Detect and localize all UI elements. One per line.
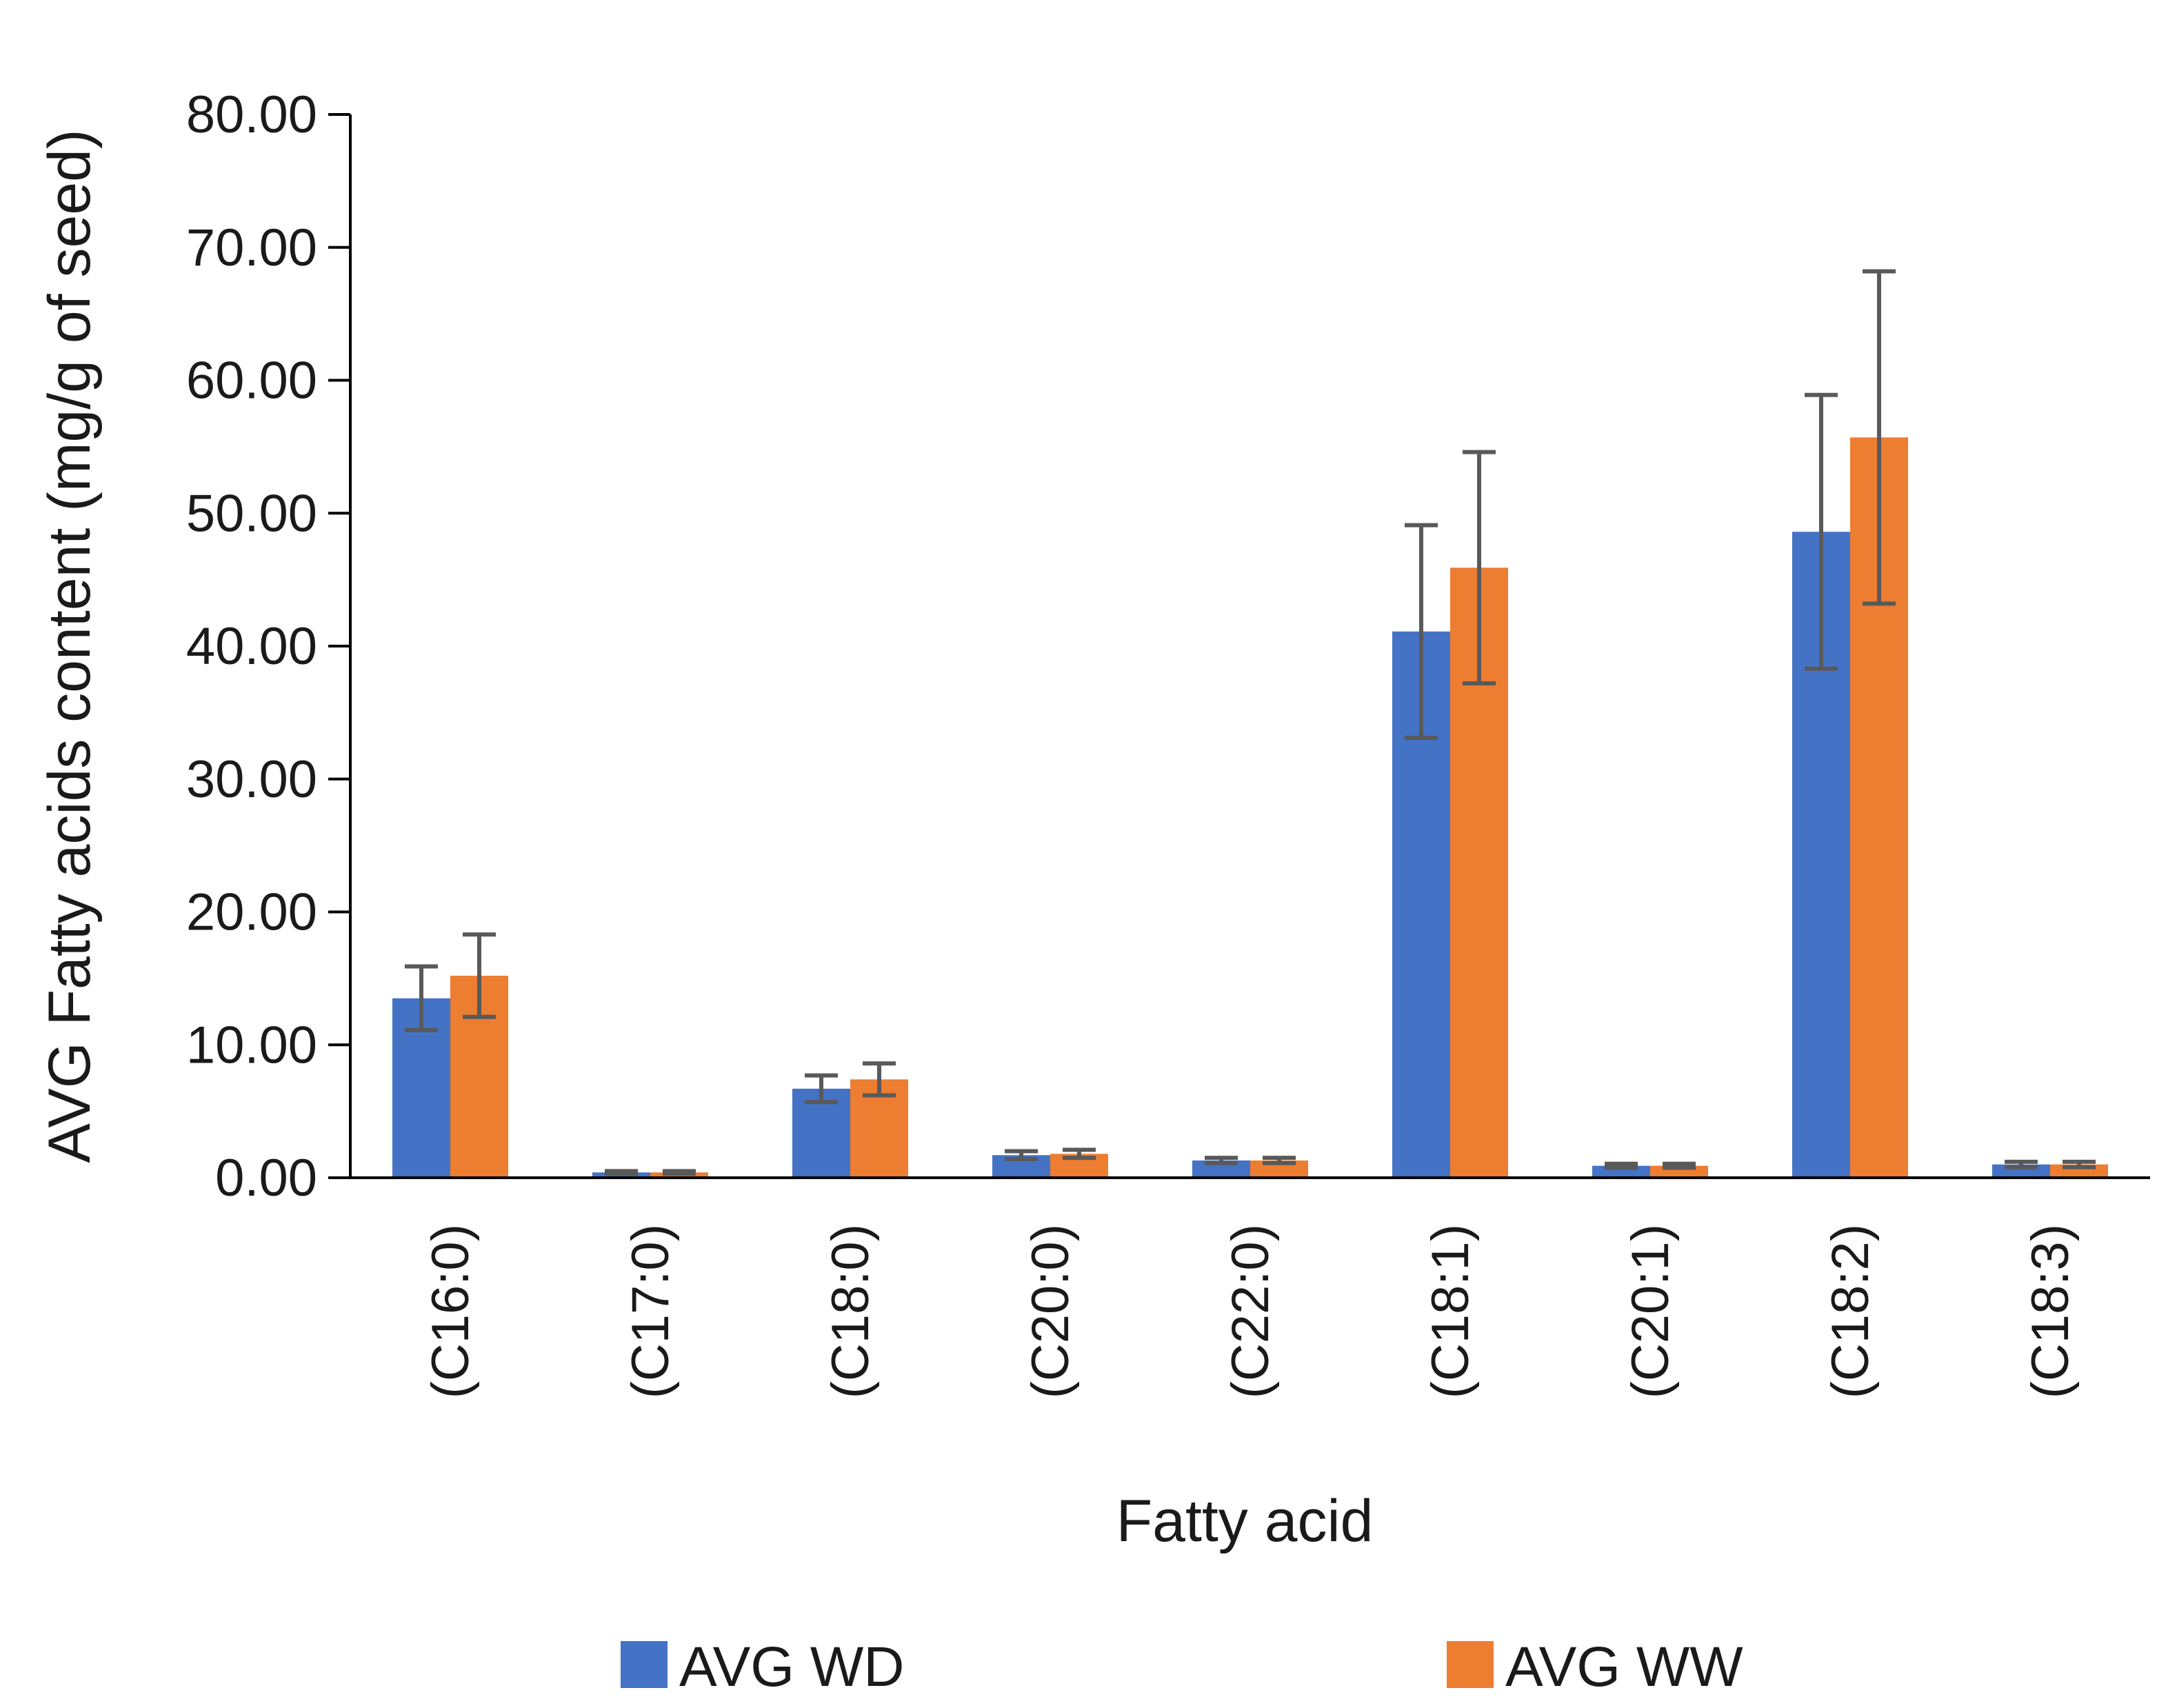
error-bar <box>1663 1161 1696 1170</box>
y-tick-label: 0.00 <box>215 1149 317 1207</box>
error-bar <box>1805 392 1838 671</box>
error-bar <box>1005 1149 1038 1162</box>
legend-item: AVG WW <box>1447 1636 1743 1698</box>
error-bar <box>1063 1147 1096 1161</box>
legend-label: AVG WD <box>679 1636 904 1698</box>
error-bars <box>405 269 2096 1176</box>
error-bar <box>2063 1159 2096 1169</box>
error-bar <box>663 1169 696 1176</box>
error-bar <box>2005 1159 2038 1169</box>
y-tick-label: 80.00 <box>186 86 317 144</box>
error-bar <box>1463 450 1496 685</box>
x-category-label: (C17:0) <box>621 1224 680 1398</box>
error-bar <box>1263 1156 1296 1165</box>
x-category-label: (C22:0) <box>1221 1224 1280 1398</box>
y-tick-label: 60.00 <box>186 352 317 410</box>
y-axis-title: AVG Fatty acids content (mg/g of seed) <box>37 129 103 1163</box>
legend-item: AVG WD <box>621 1636 904 1698</box>
bars <box>392 437 2108 1178</box>
x-axis-category-labels: (C16:0) (C17:0) (C18:0) (C20:0) (C22:0) (C18:… <box>421 1224 2080 1398</box>
x-category-label: (C16:0) <box>421 1224 480 1398</box>
legend-label: AVG WW <box>1505 1636 1743 1698</box>
legend: AVG WD AVG WW <box>621 1636 1743 1698</box>
legend-swatch <box>621 1641 668 1688</box>
error-bar <box>805 1073 838 1105</box>
error-bar <box>1863 269 1896 606</box>
legend-swatch <box>1447 1641 1494 1688</box>
y-tick-label: 40.00 <box>186 617 317 676</box>
x-category-label: (C18:3) <box>2021 1224 2080 1398</box>
y-tick-label: 10.00 <box>186 1016 317 1074</box>
y-axis-ticks: 0.00 10.00 20.00 30.00 40.00 50.00 60.00 70.00 8… <box>186 86 350 1207</box>
error-bar <box>605 1169 638 1176</box>
y-tick-label: 20.00 <box>186 883 317 942</box>
x-category-label: (C18:0) <box>821 1224 880 1398</box>
error-bar <box>1605 1161 1638 1170</box>
error-bar <box>863 1061 896 1098</box>
y-tick-label: 70.00 <box>186 219 317 277</box>
y-tick-label: 30.00 <box>186 750 317 809</box>
x-category-label: (C18:1) <box>1421 1224 1480 1398</box>
error-bar <box>463 932 496 1019</box>
x-category-label: (C18:2) <box>1821 1224 1880 1398</box>
x-category-label: (C20:1) <box>1621 1224 1680 1398</box>
error-bar <box>405 964 438 1033</box>
error-bar <box>1205 1156 1238 1165</box>
y-tick-label: 50.00 <box>186 484 317 543</box>
x-category-label: (C20:0) <box>1021 1224 1080 1398</box>
error-bar <box>1405 523 1438 740</box>
x-axis-title: Fatty acid <box>1116 1488 1374 1554</box>
